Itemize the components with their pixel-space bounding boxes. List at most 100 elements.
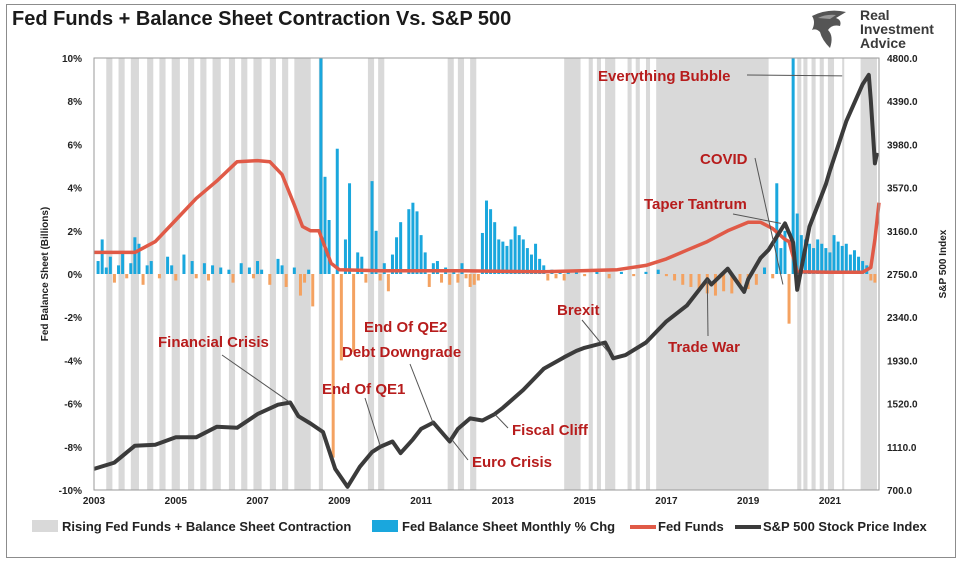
balance-sheet-bar	[787, 274, 791, 324]
balance-sheet-bar	[807, 243, 811, 274]
balance-sheet-bar	[771, 274, 775, 279]
balance-sheet-bar	[145, 265, 149, 274]
balance-sheet-bar	[795, 213, 799, 274]
shade-period	[241, 58, 248, 490]
left-tick-label: 0%	[68, 270, 83, 281]
balance-sheet-bar	[141, 274, 145, 285]
balance-sheet-bar	[869, 274, 873, 281]
balance-sheet-bar	[644, 271, 648, 274]
balance-sheet-bar	[157, 274, 161, 279]
annotation-label: Financial Crisis	[158, 334, 269, 351]
balance-sheet-bar	[783, 230, 787, 274]
balance-sheet-bar	[738, 274, 742, 287]
annotation-label: Debt Downgrade	[342, 344, 461, 361]
balance-sheet-bar	[791, 58, 795, 274]
balance-sheet-bar	[489, 209, 493, 274]
right-tick-label: 2340.0	[887, 313, 918, 324]
balance-sheet-bar	[386, 274, 390, 292]
balance-sheet-bar	[331, 274, 335, 458]
x-tick-label: 2021	[819, 496, 842, 507]
balance-sheet-bar	[104, 267, 108, 274]
balance-sheet-bar	[583, 274, 587, 277]
annotation-leader	[221, 354, 291, 403]
left-tick-label: 6%	[68, 140, 83, 151]
balance-sheet-bar	[517, 235, 521, 274]
balance-sheet-bar	[276, 258, 280, 274]
left-axis-title: Fed Balance Sheet (Billions)	[40, 207, 51, 341]
annotation-label: Euro Crisis	[472, 454, 552, 471]
balance-sheet-bar	[456, 274, 460, 283]
balance-sheet-bar	[513, 226, 517, 274]
balance-sheet-bar	[779, 248, 783, 274]
left-tick-label: -6%	[64, 400, 82, 411]
balance-sheet-bar	[440, 274, 444, 283]
balance-sheet-bar	[327, 220, 331, 274]
shade-period	[635, 58, 640, 490]
legend-label: S&P 500 Stock Price Index	[763, 519, 928, 534]
x-tick-label: 2005	[165, 496, 188, 507]
balance-sheet-bar	[448, 274, 452, 285]
left-tick-label: 8%	[68, 97, 83, 108]
balance-sheet-bar	[247, 267, 251, 274]
balance-sheet-bar	[763, 267, 767, 274]
shade-period	[269, 58, 276, 490]
annotation-leader	[364, 397, 381, 446]
balance-sheet-bar	[125, 274, 129, 279]
balance-sheet-bar	[335, 148, 339, 274]
balance-sheet-bar	[857, 256, 861, 274]
balance-sheet-bar	[554, 274, 558, 279]
balance-sheet-bar	[190, 261, 194, 274]
legend-swatch	[32, 520, 58, 532]
balance-sheet-bar	[407, 209, 411, 274]
balance-sheet-bar	[378, 274, 382, 281]
balance-sheet-bar	[374, 230, 378, 274]
balance-sheet-bar	[480, 232, 484, 274]
right-tick-label: 4800.0	[887, 54, 918, 65]
shade-period	[564, 58, 581, 490]
balance-sheet-bar	[399, 222, 403, 274]
balance-sheet-bar	[166, 256, 170, 274]
annotation-leader	[732, 213, 781, 224]
shade-period	[860, 58, 877, 490]
balance-sheet-bar	[619, 271, 623, 274]
balance-sheet-bar	[562, 274, 566, 281]
balance-sheet-bar	[364, 274, 368, 283]
fed-funds-line	[94, 158, 881, 275]
shade-period	[159, 58, 166, 490]
balance-sheet-bar	[435, 261, 439, 274]
legend-label: Fed Balance Sheet Monthly % Chg	[402, 519, 615, 534]
right-tick-label: 1930.0	[887, 356, 918, 367]
annotation-label: Fiscal Cliff	[512, 422, 589, 439]
balance-sheet-bar	[239, 263, 243, 274]
balance-sheet-bar	[501, 241, 505, 274]
left-tick-label: 2%	[68, 227, 83, 238]
balance-sheet-bar	[852, 250, 856, 274]
chart-title: Fed Funds + Balance Sheet Contraction Vs…	[12, 8, 512, 30]
annotation-label: End Of QE2	[364, 319, 447, 336]
balance-sheet-bar	[673, 274, 677, 281]
right-axis-title: S&P 500 Index	[938, 229, 949, 298]
legend-label: Fed Funds	[658, 519, 724, 534]
brand-logo: Real Investment Advice	[806, 6, 946, 52]
shade-period	[588, 58, 593, 490]
left-tick-label: -10%	[59, 486, 82, 497]
balance-sheet-bar	[227, 269, 231, 274]
balance-sheet-bar	[595, 271, 599, 274]
balance-sheet-bar	[348, 183, 352, 274]
balance-sheet-bar	[775, 183, 779, 274]
left-tick-label: -2%	[64, 313, 82, 324]
x-tick-label: 2011	[410, 496, 432, 507]
left-tick-label: -4%	[64, 356, 82, 367]
balance-sheet-bar	[840, 245, 844, 274]
balance-sheet-bar	[174, 274, 178, 281]
balance-sheet-bar	[722, 274, 726, 292]
balance-sheet-bar	[194, 274, 198, 279]
balance-sheet-bar	[697, 274, 701, 292]
balance-sheet-bar	[108, 256, 112, 274]
x-tick-label: 2019	[737, 496, 760, 507]
balance-sheet-bar	[534, 243, 538, 274]
right-tick-label: 2750.0	[887, 270, 918, 281]
balance-sheet-bar	[112, 274, 116, 283]
balance-sheet-bar	[493, 222, 497, 274]
balance-sheet-bar	[298, 274, 302, 296]
